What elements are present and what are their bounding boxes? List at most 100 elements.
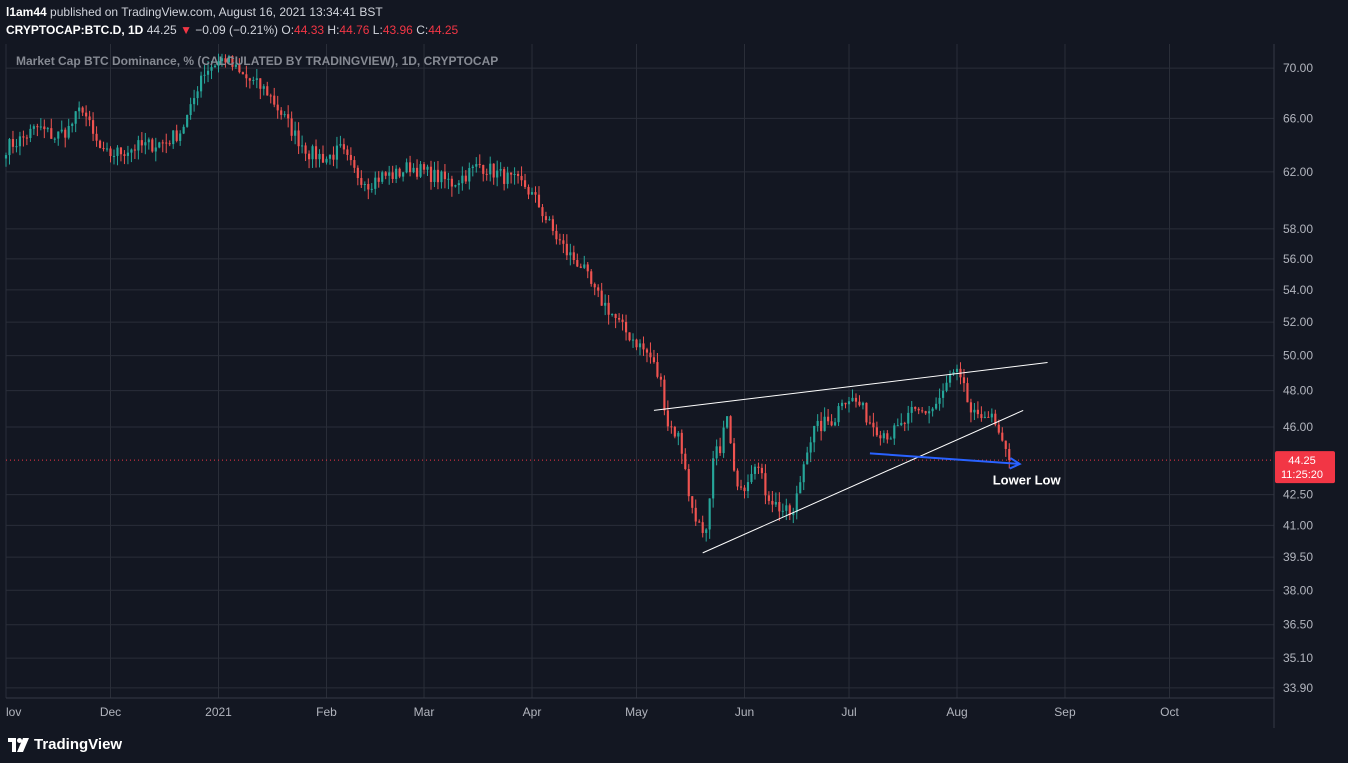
candle-body <box>921 410 924 412</box>
publisher-name[interactable]: l1am44 <box>6 5 47 19</box>
candle-body <box>269 95 272 97</box>
candle-body <box>952 372 955 375</box>
candle-body <box>694 507 697 522</box>
candle-body <box>886 433 889 440</box>
candle-body <box>311 146 314 160</box>
high-label: H: <box>327 23 340 37</box>
candle-body <box>642 343 645 350</box>
candle-body <box>760 467 764 474</box>
candle-body <box>412 167 415 173</box>
price-tick-label: 56.00 <box>1283 252 1313 266</box>
candle-body <box>868 422 871 424</box>
candle-body <box>140 140 143 146</box>
price-tick-label: 48.00 <box>1283 384 1313 398</box>
candle-body <box>600 290 603 306</box>
candle-body <box>356 167 359 179</box>
candle-body <box>722 427 725 454</box>
candle-body <box>712 458 715 499</box>
candle-body <box>64 129 67 138</box>
candle-body <box>597 287 600 291</box>
candle-body <box>457 183 460 186</box>
price-change: −0.09 (−0.21%) <box>195 23 279 37</box>
candle-body <box>987 416 990 418</box>
price-axis[interactable]: 70.00 66.00 62.00 58.00 56.00 54.00 52.00 50.00… <box>1283 61 1313 695</box>
candle-body <box>199 75 203 92</box>
time-tick-label: May <box>625 705 648 719</box>
candle-body <box>130 149 133 153</box>
candle-body <box>245 74 248 79</box>
tradingview-logo-icon <box>8 738 29 752</box>
close-label: C: <box>416 23 429 37</box>
candle-body <box>11 139 15 147</box>
candle-body <box>708 498 711 530</box>
candle-body <box>78 107 81 112</box>
candle-body <box>29 128 32 139</box>
time-axis[interactable]: lov Dec 2021 Feb Mar Apr May Jun Jul Aug Sep Oct <box>6 705 1179 719</box>
candle-body <box>705 529 708 533</box>
candle-body <box>1001 432 1004 441</box>
candle-body <box>941 390 945 398</box>
candle-body <box>447 178 450 180</box>
tradingview-brand[interactable]: TradingView <box>8 736 122 753</box>
candle-body <box>746 482 750 492</box>
candle-body <box>189 104 192 115</box>
candle-body <box>349 154 352 161</box>
candle-body <box>684 453 687 470</box>
candle-body <box>816 420 819 426</box>
current-price-box <box>1275 451 1335 484</box>
candle-body <box>907 412 910 424</box>
candle-body <box>32 126 35 129</box>
candle-body <box>938 397 941 404</box>
candle-body <box>388 172 391 176</box>
candle-body <box>931 408 934 412</box>
candle-body <box>980 414 983 419</box>
time-tick-label: Feb <box>316 705 337 719</box>
price-tick-label: 50.00 <box>1283 349 1313 363</box>
candle-body <box>537 194 541 208</box>
candle-body <box>46 128 49 130</box>
candle-body <box>823 416 826 432</box>
candle-body <box>579 266 582 268</box>
candle-body <box>659 376 662 380</box>
candle-body <box>22 136 25 138</box>
candle-body <box>767 495 770 501</box>
candle-body <box>499 169 502 171</box>
candle-body <box>318 153 321 160</box>
candle-body <box>109 148 112 157</box>
price-tick-label: 41.00 <box>1283 518 1313 532</box>
symbol-name[interactable]: CRYPTOCAP:BTC.D, 1D <box>6 23 144 37</box>
candle-body <box>611 314 614 316</box>
candle-body <box>123 154 126 156</box>
candle-body <box>50 128 53 139</box>
candle-body <box>677 432 680 437</box>
candle-body <box>186 114 189 127</box>
candle-body <box>924 411 927 414</box>
trendline <box>702 409 1024 554</box>
candle-body <box>551 219 554 231</box>
candle-body <box>997 424 1000 433</box>
candle-body <box>837 406 840 423</box>
price-tick-label: 70.00 <box>1283 61 1313 75</box>
candle-body <box>656 362 659 377</box>
candle-body <box>88 116 91 121</box>
candle-body <box>353 160 356 168</box>
candle-body <box>168 143 171 145</box>
candle-body <box>213 65 217 68</box>
candle-body <box>496 170 499 178</box>
candle-body <box>917 408 920 411</box>
candle-body <box>489 163 492 175</box>
candle-body <box>844 402 847 405</box>
candle-body <box>339 144 342 146</box>
candle-body <box>248 78 251 81</box>
candle-body <box>614 314 617 318</box>
candle-body <box>374 177 377 189</box>
close-value: 44.25 <box>428 23 459 37</box>
candle-body <box>792 512 795 516</box>
candle-body <box>569 252 572 256</box>
candle-body <box>440 171 443 183</box>
candle-body <box>161 142 164 144</box>
time-tick-label: Oct <box>1160 705 1179 719</box>
candle-body <box>604 302 607 306</box>
candle-body <box>673 426 676 437</box>
